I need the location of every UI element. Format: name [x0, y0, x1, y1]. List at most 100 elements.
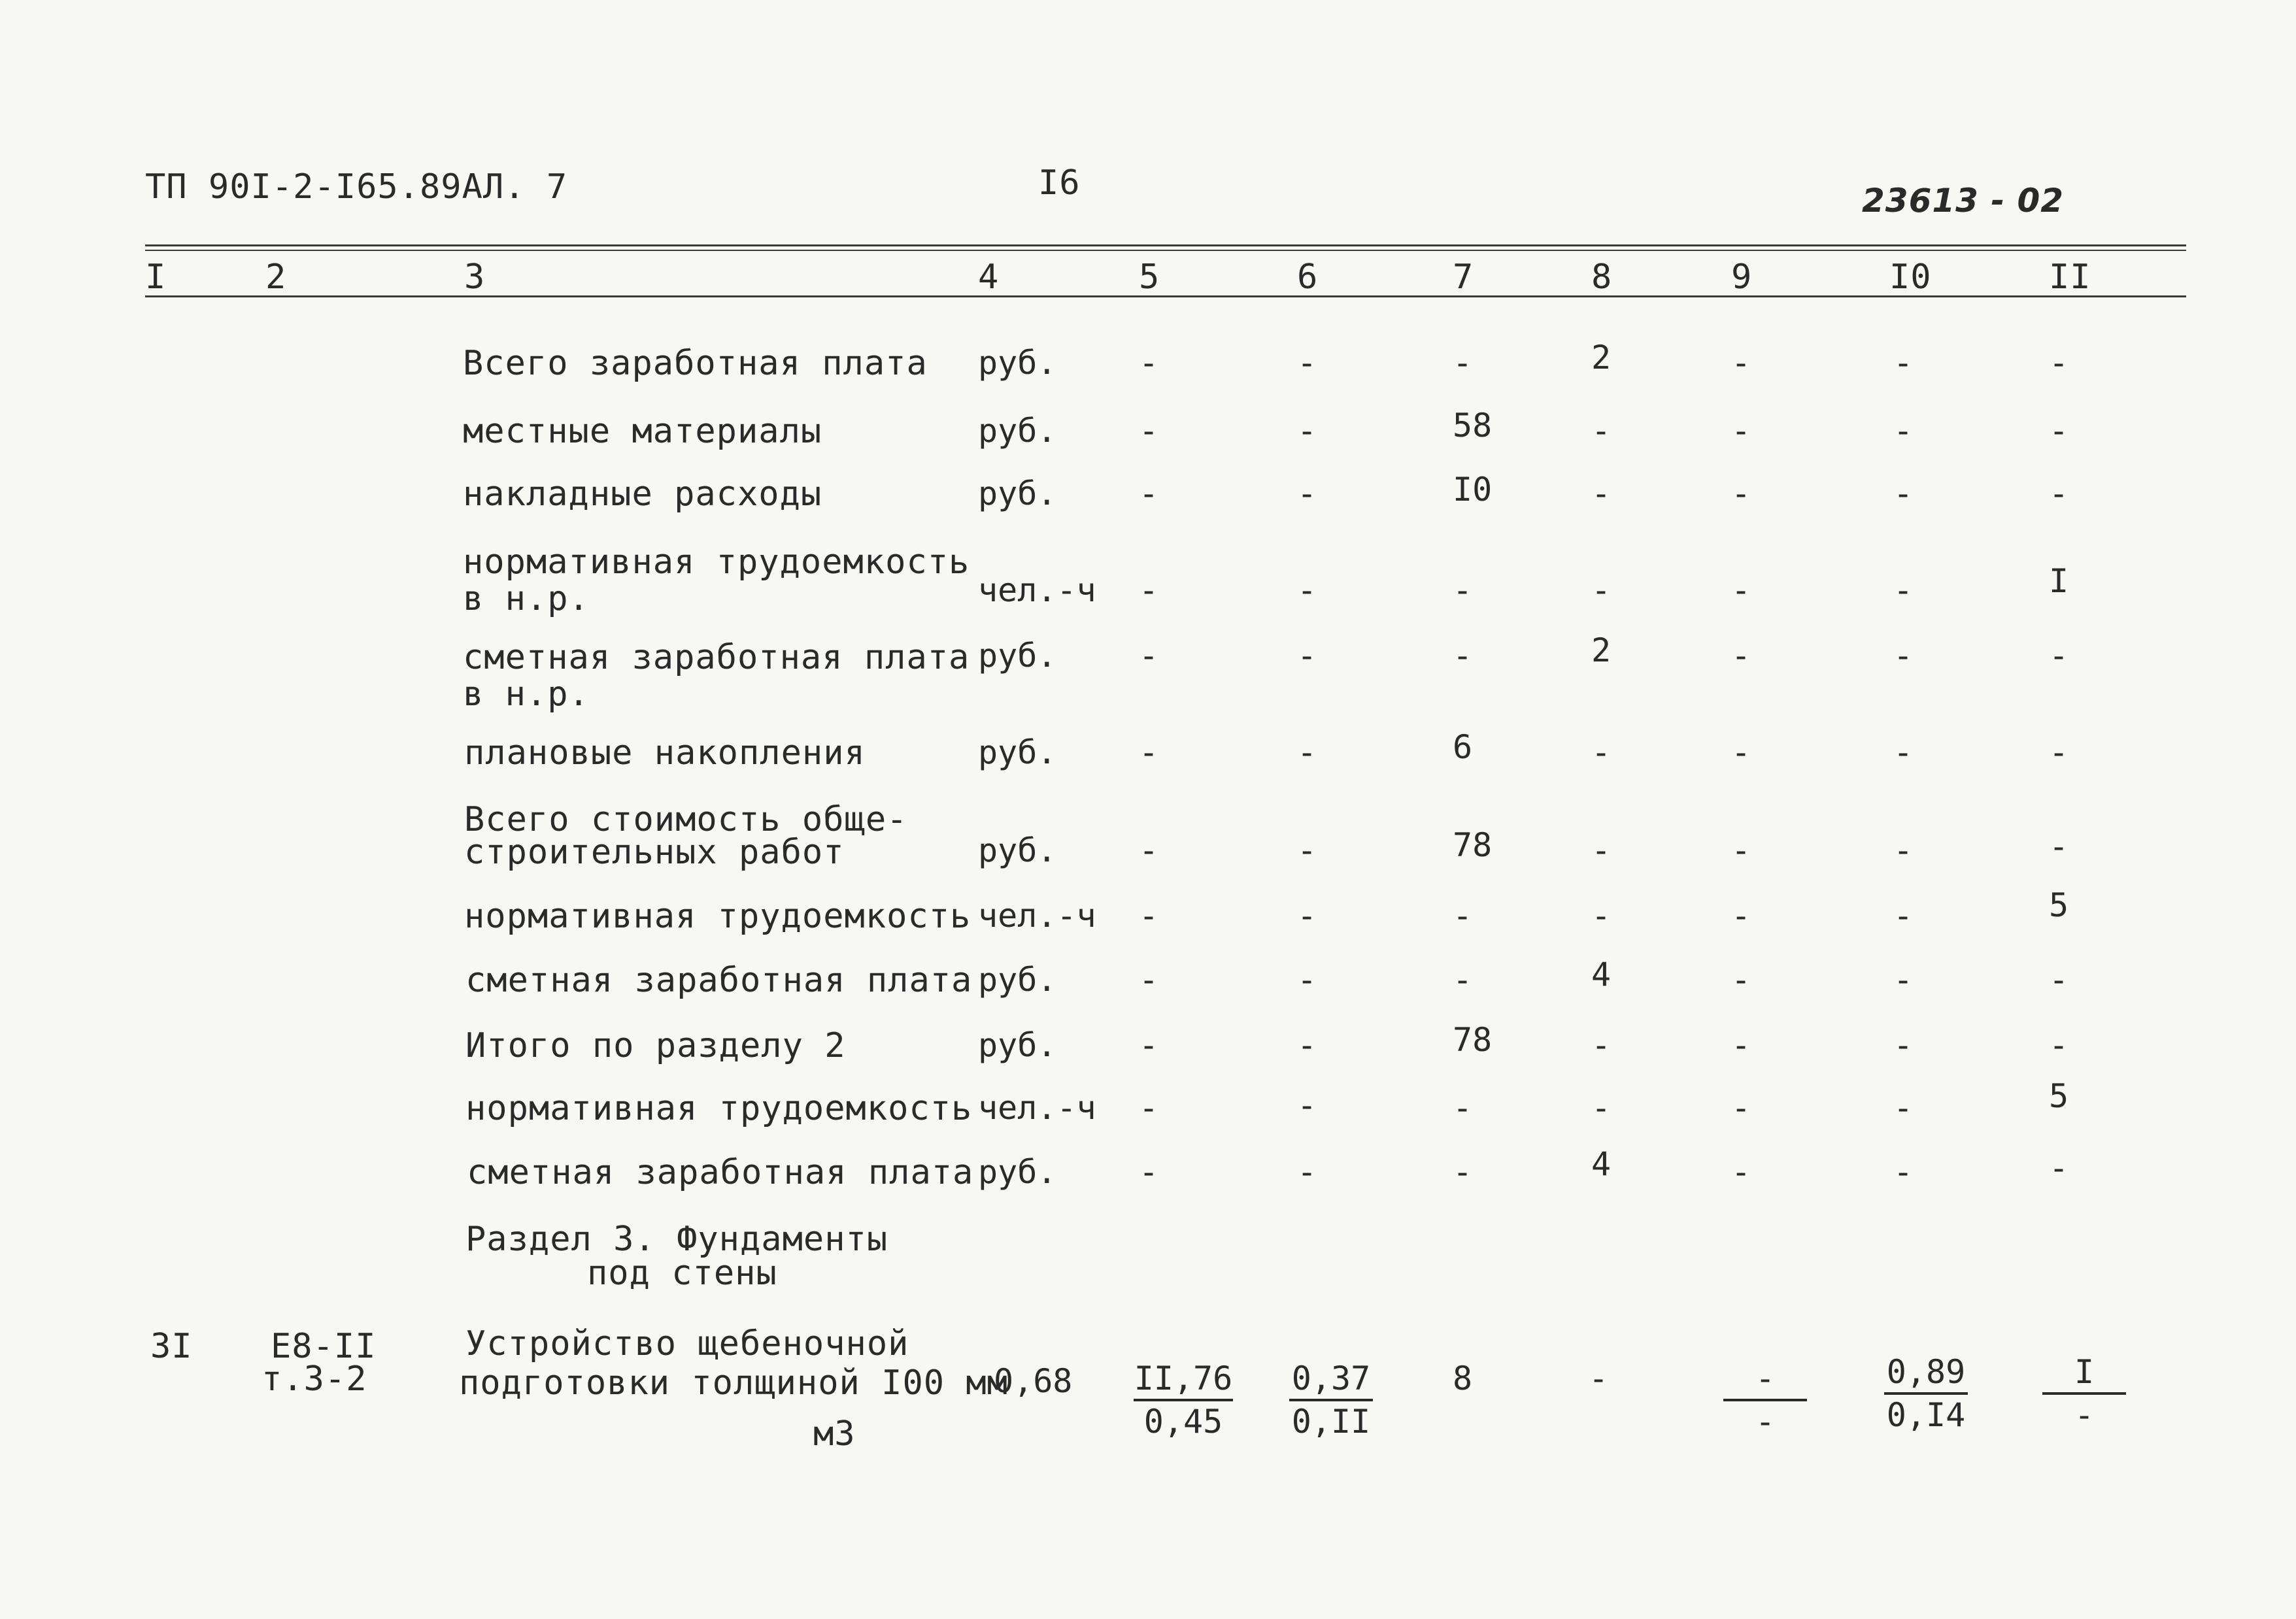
unit-cell: руб.: [978, 733, 1057, 771]
cell-col8: 4: [1591, 956, 1612, 993]
column-header: I0: [1889, 258, 1932, 297]
cell-col11: -: [2049, 637, 2069, 675]
cell-col11: -: [2049, 961, 2069, 999]
cell-col8: 2: [1591, 631, 1612, 669]
cell-col11: -: [2049, 733, 2069, 771]
cell-col5: -: [1139, 571, 1159, 609]
cell-col8: -: [1589, 1360, 1609, 1397]
cell-col9: -: [1731, 637, 1751, 675]
row-label: нормативная трудоемкость: [463, 542, 970, 582]
row-label-continuation: в н.р.: [463, 675, 590, 714]
fraction-denominator: 0,II: [1291, 1403, 1371, 1441]
quantity-cell: 0,68: [994, 1362, 1073, 1400]
unit-cell: руб.: [978, 831, 1057, 869]
document-code: ТП 90I-2-I65.89АЛ. 7: [145, 167, 568, 207]
cell-col10: -: [1893, 475, 1914, 512]
row-label: нормативная трудоемкость: [464, 897, 971, 936]
cell-col10: -: [1893, 1089, 1914, 1127]
column-header: 2: [265, 258, 287, 297]
unit-cell: руб.: [978, 961, 1057, 999]
cell-col10: -: [1893, 1153, 1914, 1191]
row-label: сметная заработная плата: [465, 961, 973, 1000]
cell-col8: -: [1591, 733, 1612, 771]
cell-col9: -: [1731, 897, 1751, 935]
cell-col11: -: [2049, 827, 2069, 865]
cell-col9: -: [1731, 1153, 1751, 1191]
cell-col11: -: [2049, 475, 2069, 512]
cell-col7: -: [1453, 897, 1473, 935]
fraction-col11: I -: [2042, 1356, 2126, 1431]
cell-col6: -: [1297, 733, 1317, 771]
cell-col9: -: [1731, 571, 1751, 609]
cell-col6: -: [1297, 637, 1317, 675]
cell-col6: -: [1297, 961, 1317, 999]
table-top-rule: [145, 244, 2186, 246]
cell-col6: -: [1297, 1026, 1317, 1064]
cell-col10: -: [1893, 412, 1914, 450]
item-description-continuation: подготовки толщиной I00 мм: [459, 1363, 1008, 1403]
norm-code: Е8-II: [271, 1327, 377, 1366]
cell-col8: -: [1591, 412, 1612, 450]
cell-col7: 58: [1453, 407, 1493, 444]
fraction-numerator: 0,37: [1289, 1362, 1373, 1401]
unit-cell: руб.: [978, 344, 1057, 382]
column-header: 9: [1731, 258, 1753, 297]
fraction-numerator: I: [2042, 1356, 2126, 1395]
cell-col11: 5: [2049, 886, 2069, 924]
column-header: 6: [1297, 258, 1319, 297]
cell-col8: -: [1591, 475, 1612, 512]
cell-col10: -: [1893, 344, 1914, 382]
unit-cell: чел.-ч: [978, 571, 1096, 609]
fraction-denominator: -: [1755, 1403, 1776, 1441]
fraction-col10: 0,89 0,I4: [1884, 1356, 1968, 1431]
cell-col9: -: [1731, 1089, 1751, 1127]
norm-table-ref: т.3-2: [262, 1360, 367, 1399]
cell-col5: -: [1139, 733, 1159, 771]
cell-col5: -: [1139, 637, 1159, 675]
cell-col10: -: [1893, 831, 1914, 869]
cell-col8: 4: [1591, 1145, 1612, 1183]
cell-col8: 2: [1591, 339, 1612, 376]
item-number: 3I: [150, 1327, 193, 1366]
cell-col7: 78: [1453, 1021, 1493, 1059]
cell-col10: -: [1893, 1026, 1914, 1064]
cell-col8: -: [1591, 831, 1612, 869]
cell-col7: 78: [1453, 826, 1493, 864]
cell-col6: -: [1297, 412, 1317, 450]
cell-col7: -: [1453, 961, 1473, 999]
cell-col7: -: [1453, 637, 1473, 675]
cell-col5: -: [1139, 344, 1159, 382]
cell-col7: 8: [1453, 1360, 1473, 1397]
row-label: местные материалы: [463, 412, 822, 451]
table-top-rule-double: [145, 250, 2186, 251]
cell-col10: -: [1893, 637, 1914, 675]
row-label: Всего заработная плата: [463, 344, 928, 383]
cell-col8: -: [1591, 571, 1612, 609]
cell-col6: -: [1297, 344, 1317, 382]
unit-cell: м3: [813, 1414, 856, 1454]
fraction-col5: II,76 0,45: [1134, 1362, 1233, 1438]
row-label: Всего стоимость обще-: [464, 800, 908, 839]
item-description: Устройство щебеночной: [465, 1324, 909, 1363]
unit-cell: чел.-ч: [978, 897, 1096, 935]
cell-col5: -: [1139, 412, 1159, 450]
cell-col9: -: [1731, 412, 1751, 450]
row-label: плановые накопления: [464, 733, 866, 773]
fraction-numerator: 0,89: [1884, 1356, 1968, 1395]
row-label-continuation: в н.р.: [463, 579, 590, 618]
cell-col5: -: [1139, 1153, 1159, 1191]
row-label: накладные расходы: [463, 475, 822, 514]
unit-cell: руб.: [978, 412, 1057, 450]
section-subtitle: под стены: [587, 1254, 777, 1293]
fraction-col9: - -: [1723, 1362, 1807, 1438]
fraction-denominator: -: [2074, 1396, 2095, 1434]
cell-col6: -: [1297, 1153, 1317, 1191]
cell-col5: -: [1139, 897, 1159, 935]
cell-col11: -: [2049, 1026, 2069, 1064]
row-label: сметная заработная плата: [467, 1153, 974, 1192]
unit-cell: руб.: [978, 637, 1057, 675]
cell-col11: -: [2049, 344, 2069, 382]
cell-col9: -: [1731, 1026, 1751, 1064]
section-title: Раздел 3. Фундаменты: [465, 1220, 888, 1259]
cell-col11: 5: [2049, 1077, 2069, 1115]
